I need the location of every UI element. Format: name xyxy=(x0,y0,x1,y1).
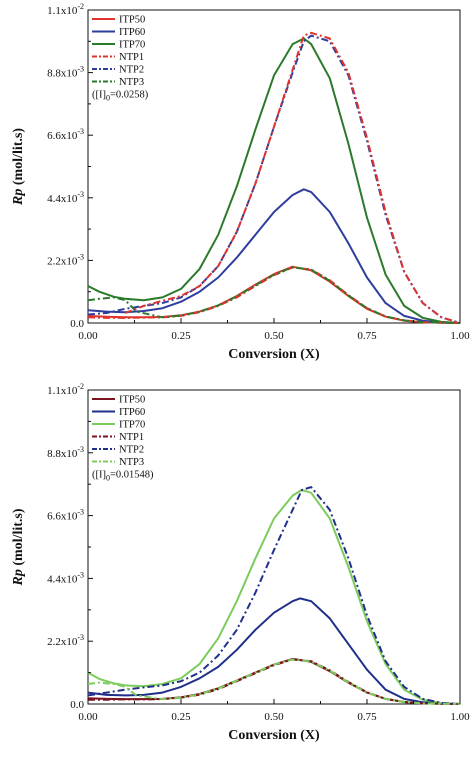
x-tick-label: 0.00 xyxy=(78,711,98,723)
x-axis-title: Conversion (X) xyxy=(228,347,320,362)
x-tick-label: 0.00 xyxy=(78,330,98,342)
legend-label: ITP50 xyxy=(119,15,145,26)
x-tick-label: 0.25 xyxy=(171,330,191,342)
series-line-ntp3 xyxy=(87,266,461,324)
x-tick-label: 0.75 xyxy=(357,330,377,342)
y-tick-label: 2.2x10-3 xyxy=(47,252,84,267)
initiator-concentration-note: ([I]0=0.0258) xyxy=(92,90,149,103)
series-line-itp70 xyxy=(87,37,461,324)
y-tick-label: 8.8x10-3 xyxy=(47,65,84,80)
y-axis-title: Rp (mol/lit.s) xyxy=(11,508,26,586)
x-tick-label: 1.00 xyxy=(450,711,470,723)
y-tick-label: 8.8x10-3 xyxy=(47,445,84,460)
y-tick-label: 1.1x10-2 xyxy=(47,2,84,17)
x-axis-title: Conversion (X) xyxy=(228,728,320,743)
x-tick-label: 0.25 xyxy=(171,711,191,723)
legend-label: ITP70 xyxy=(119,40,145,51)
y-tick-label: 1.1x10-2 xyxy=(47,382,84,397)
series-line-ntp3 xyxy=(87,658,461,705)
y-axis-title: Rp (mol/lit.s) xyxy=(11,128,26,206)
legend-label: NTP3 xyxy=(119,77,144,88)
series-line-itp70 xyxy=(87,488,461,705)
chart-panel-1: 0.00 0.25 0.50 0.75 1.00 0.0 2.2x10-3 4.4x10-3 6… xyxy=(11,2,470,362)
x-tick-label: 0.50 xyxy=(264,711,284,723)
y-tick-label: 6.6x10-3 xyxy=(47,127,84,142)
y-tick-label: 0.0 xyxy=(70,318,84,330)
legend-label: NTP2 xyxy=(119,445,144,456)
y-tick-label: 4.4x10-3 xyxy=(47,190,84,205)
x-tick-label: 0.75 xyxy=(357,711,377,723)
series-line-ntp1 xyxy=(88,658,461,705)
y-tick-label: 0.0 xyxy=(70,699,84,711)
legend-label: ITP50 xyxy=(119,395,145,406)
legend-label: NTP3 xyxy=(119,457,144,468)
legend-label: ITP70 xyxy=(119,420,145,431)
x-tick-label: 0.50 xyxy=(264,330,284,342)
chart-panel-2: 0.00 0.25 0.50 0.75 1.00 0.0 2.2x10-3 4.4x10-3 6… xyxy=(11,382,470,743)
legend-label: NTP2 xyxy=(119,65,144,76)
series-line-ntp2 xyxy=(87,486,461,705)
series-line-itp60 xyxy=(87,597,461,705)
y-tick-label: 6.6x10-3 xyxy=(47,508,84,523)
initiator-concentration-note: ([I]0=0.01548) xyxy=(92,470,154,483)
legend-label: NTP1 xyxy=(119,52,144,63)
y-tick-label: 2.2x10-3 xyxy=(47,633,84,648)
legend-label: ITP60 xyxy=(119,407,145,418)
y-tick-label: 4.4x10-3 xyxy=(47,570,84,585)
legend-label: NTP1 xyxy=(119,432,144,443)
series-line-itp60 xyxy=(87,188,461,324)
series-line-extra-6 xyxy=(124,31,461,324)
legend-label: ITP60 xyxy=(119,27,145,38)
x-tick-label: 1.00 xyxy=(450,330,470,342)
series-line-ntp1 xyxy=(87,266,461,324)
